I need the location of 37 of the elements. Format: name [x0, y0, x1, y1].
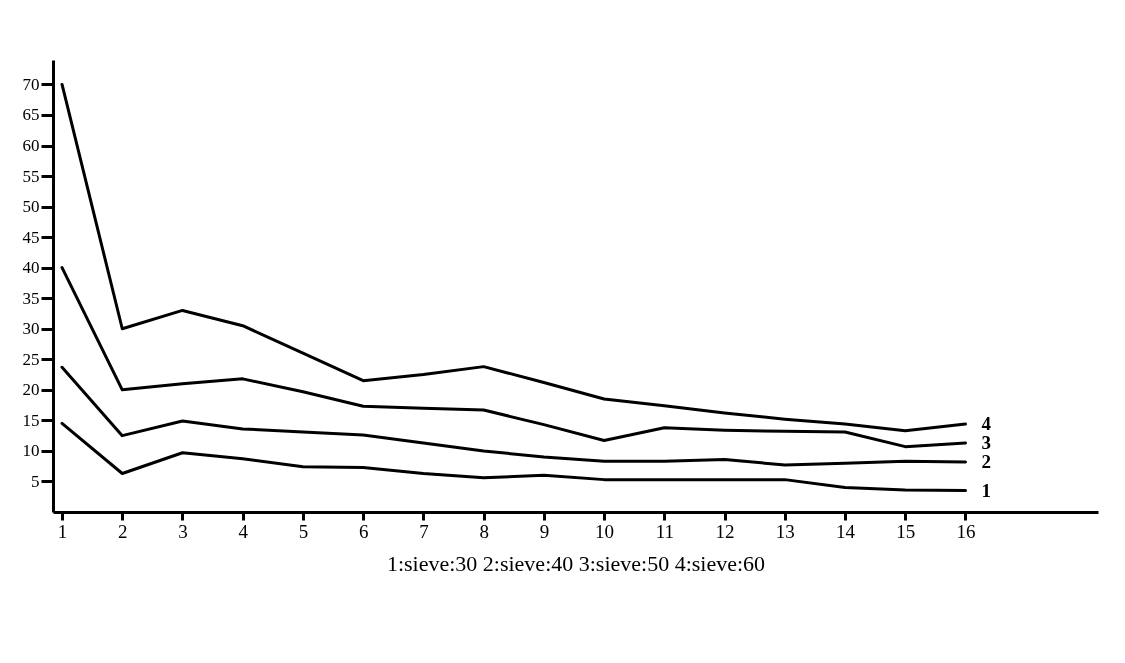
series-label: 2 — [981, 450, 991, 472]
x-tick-label: 6 — [358, 520, 369, 542]
x-tick-label: 3 — [178, 520, 188, 542]
y-tick-label: 5 — [31, 471, 40, 491]
x-tick-label: 13 — [775, 520, 795, 542]
line-series — [60, 365, 967, 467]
y-tick-label: 60 — [22, 136, 40, 156]
x-tick-label: 2 — [118, 520, 128, 542]
x-tick-label: 10 — [595, 520, 615, 542]
y-tick-label: 50 — [22, 197, 40, 217]
series-label: 1 — [981, 479, 991, 501]
y-tick-label: 15 — [22, 410, 40, 430]
x-tick-label: 8 — [479, 520, 489, 542]
x-tick-label: 5 — [298, 520, 309, 542]
x-tick-label: 7 — [419, 520, 429, 542]
y-tick-label: 70 — [22, 74, 40, 94]
y-tick-label: 10 — [22, 441, 40, 461]
x-axis-title: 1:sieve:30 2:sieve:40 3:sieve:50 4:sieve:60 — [386, 550, 766, 576]
y-tick-label: 30 — [22, 319, 40, 339]
x-tick-label: 16 — [956, 520, 976, 542]
y-tick-label: 55 — [22, 166, 40, 186]
y-tick-label: 35 — [22, 288, 40, 308]
y-tick-label: 20 — [22, 380, 40, 400]
y-tick-label: 45 — [22, 227, 40, 247]
x-tick-label: 12 — [715, 520, 735, 542]
x-tick-label: 15 — [896, 520, 916, 542]
y-tick-label: 40 — [22, 258, 40, 278]
y-tick-label: 65 — [22, 105, 40, 125]
line-series — [60, 82, 967, 433]
line-series — [60, 266, 967, 449]
x-tick-label: 4 — [238, 520, 249, 542]
line-series — [60, 421, 967, 493]
x-tick-label: 1 — [57, 520, 68, 542]
x-tick-label: 9 — [539, 520, 550, 542]
y-tick-label: 25 — [22, 349, 40, 369]
x-tick-label: 11 — [655, 520, 674, 542]
x-tick-label: 14 — [836, 520, 856, 542]
